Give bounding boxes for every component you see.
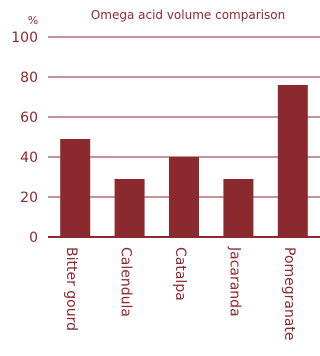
x-tick-label: Catalpa xyxy=(172,247,188,301)
x-tick-label: Jacaranda xyxy=(226,246,242,317)
y-tick-label: 0 xyxy=(29,230,38,246)
bars xyxy=(60,85,308,237)
y-tick-label: 100 xyxy=(11,30,38,46)
y-tick-label: 80 xyxy=(20,70,38,86)
bar xyxy=(114,179,145,237)
y-tick-label: 20 xyxy=(20,190,38,206)
bar xyxy=(223,179,254,237)
y-tick-label: 60 xyxy=(20,110,38,126)
x-tick-label: Calendula xyxy=(118,247,134,317)
x-axis-ticks: Bitter gourd Calendula Catalpa Jacaranda Pom… xyxy=(63,246,297,341)
x-tick-label: Bitter gourd xyxy=(63,247,79,331)
bar xyxy=(60,139,91,237)
y-tick-label: 40 xyxy=(20,150,38,166)
y-axis-unit: % xyxy=(28,14,38,27)
bar xyxy=(169,157,199,237)
bar xyxy=(277,85,308,237)
x-tick-label: Pomegranate xyxy=(281,247,297,341)
y-axis-ticks: 0 20 40 60 80 100 xyxy=(11,30,38,246)
chart-title: Omega acid volume comparison xyxy=(91,8,285,22)
